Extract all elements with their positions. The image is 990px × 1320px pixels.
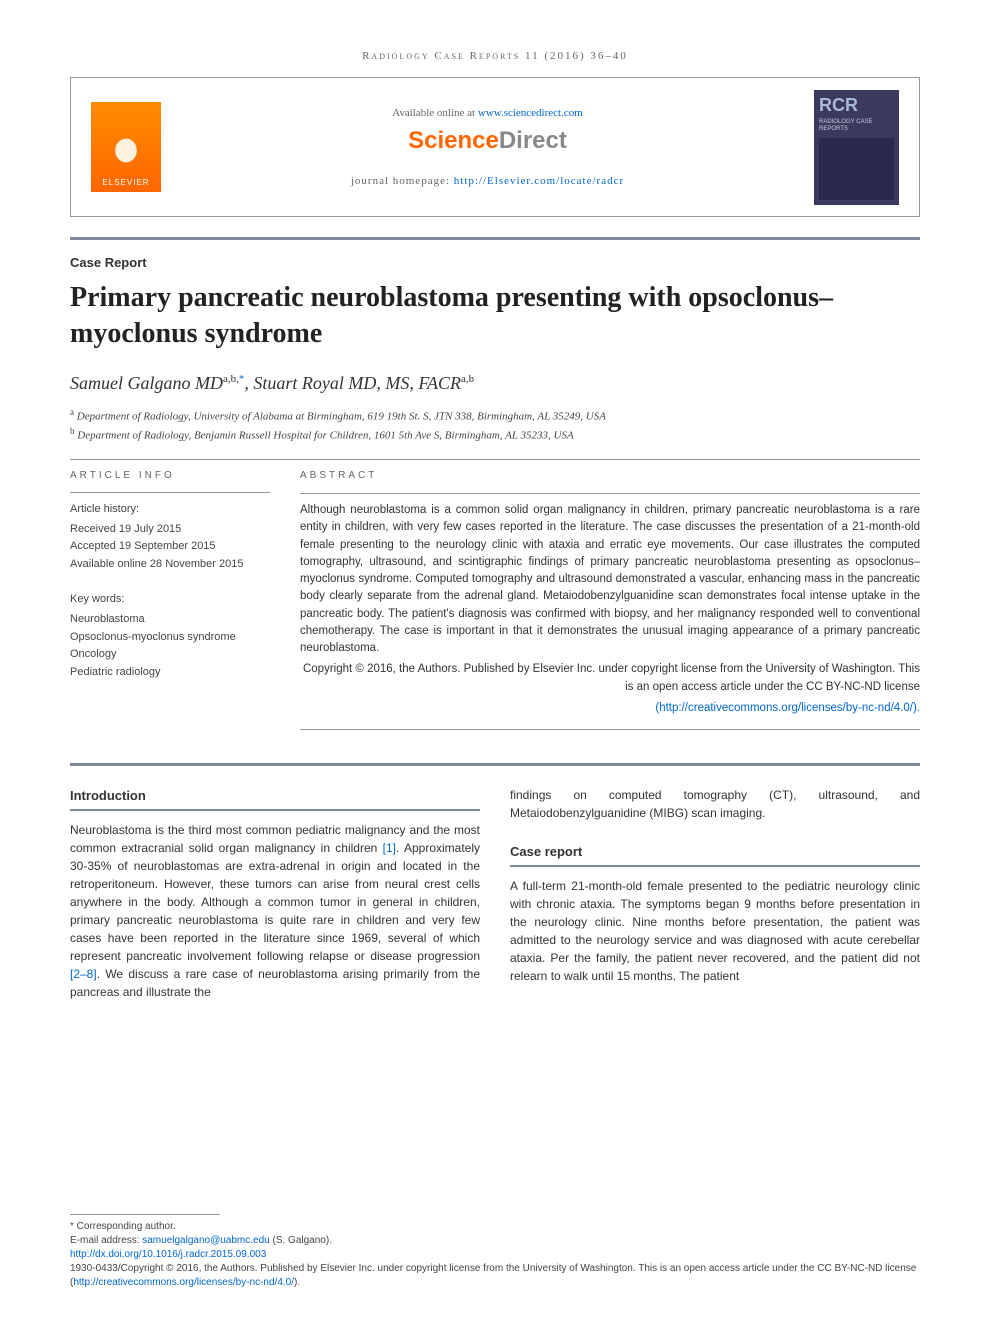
info-abstract-row: ARTICLE INFO Article history: Received 1… xyxy=(70,468,920,738)
case-report-paragraph: A full-term 21-month-old female presente… xyxy=(510,877,920,985)
keyword-2: Opsoclonus-myoclonus syndrome xyxy=(70,629,270,647)
journal-homepage: journal homepage: http://Elsevier.com/lo… xyxy=(161,175,814,187)
elsevier-text: ELSEVIER xyxy=(102,178,149,187)
info-rule xyxy=(70,492,270,493)
intro-rule xyxy=(70,809,480,811)
header-separator xyxy=(70,237,920,240)
elsevier-logo[interactable]: ELSEVIER xyxy=(91,102,161,192)
author-1-affil: a,b, xyxy=(223,373,239,385)
journal-reference: Radiology Case Reports 11 (2016) 36–40 xyxy=(70,50,920,62)
doi-link[interactable]: http://dx.doi.org/10.1016/j.radcr.2015.0… xyxy=(70,1249,266,1260)
case-rule xyxy=(510,865,920,867)
online-date: Available online 28 November 2015 xyxy=(70,556,270,574)
body-separator xyxy=(70,763,920,766)
abstract: ABSTRACT Although neuroblastoma is a com… xyxy=(300,468,920,738)
email-label: E-mail address: xyxy=(70,1235,142,1246)
affiliations: a Department of Radiology, University of… xyxy=(70,406,920,444)
body-columns: Introduction Neuroblastoma is the third … xyxy=(70,786,920,1001)
introduction-paragraph: Neuroblastoma is the third most common p… xyxy=(70,821,480,1001)
abstract-bottom-rule xyxy=(300,729,920,730)
article-title: Primary pancreatic neuroblastoma present… xyxy=(70,280,920,353)
sd-logo-part2: Direct xyxy=(499,127,567,154)
footer-rule xyxy=(70,1214,220,1215)
abstract-text: Although neuroblastoma is a common solid… xyxy=(300,502,920,657)
affiliation-b: Department of Radiology, Benjamin Russel… xyxy=(77,430,573,442)
keyword-4: Pediatric radiology xyxy=(70,664,270,682)
available-online-text: Available online at www.sciencedirect.co… xyxy=(161,107,814,119)
sciencedirect-url[interactable]: www.sciencedirect.com xyxy=(478,107,583,119)
column-left: Introduction Neuroblastoma is the third … xyxy=(70,786,480,1001)
reference-link-1[interactable]: [1] xyxy=(383,841,396,855)
intro-text-3: . We discuss a rare case of neuroblastom… xyxy=(70,967,480,999)
rcr-logo-text: RCR xyxy=(819,95,894,116)
abstract-rule xyxy=(300,493,920,494)
cover-image-placeholder xyxy=(819,138,894,200)
article-info: ARTICLE INFO Article history: Received 1… xyxy=(70,468,270,738)
author-2[interactable]: Stuart Royal MD, MS, FACR xyxy=(253,373,461,393)
column-right: findings on computed tomography (CT), ul… xyxy=(510,786,920,1001)
received-date: Received 19 July 2015 xyxy=(70,521,270,539)
intro-continuation: findings on computed tomography (CT), ul… xyxy=(510,786,920,822)
case-report-heading: Case report xyxy=(510,842,920,862)
email-link[interactable]: samuelgalgano@uabmc.edu xyxy=(142,1235,269,1246)
author-1[interactable]: Samuel Galgano MD xyxy=(70,373,223,393)
article-info-heading: ARTICLE INFO xyxy=(70,468,270,484)
homepage-label: journal homepage: xyxy=(351,175,454,187)
license-link[interactable]: (http://creativecommons.org/licenses/by-… xyxy=(655,702,920,714)
homepage-link[interactable]: http://Elsevier.com/locate/radcr xyxy=(454,175,624,187)
article-type: Case Report xyxy=(70,255,920,270)
keyword-1: Neuroblastoma xyxy=(70,611,270,629)
footer-license-link[interactable]: http://creativecommons.org/licenses/by-n… xyxy=(73,1277,294,1288)
info-top-rule xyxy=(70,459,920,460)
reference-link-2-8[interactable]: [2–8] xyxy=(70,967,97,981)
corresponding-author: * Corresponding author. xyxy=(70,1220,920,1234)
keywords-label: Key words: xyxy=(70,591,270,609)
affiliation-a: Department of Radiology, University of A… xyxy=(77,410,606,422)
header-box: ELSEVIER Available online at www.science… xyxy=(70,77,920,217)
email-suffix: (S. Galgano). xyxy=(270,1235,332,1246)
corresponding-star: * xyxy=(239,373,245,385)
introduction-heading: Introduction xyxy=(70,786,480,806)
footer: * Corresponding author. E-mail address: … xyxy=(70,1214,920,1290)
abstract-copyright: Copyright © 2016, the Authors. Published… xyxy=(300,661,920,696)
header-center: Available online at www.sciencedirect.co… xyxy=(161,107,814,187)
elsevier-tree-icon xyxy=(101,123,151,178)
sciencedirect-logo[interactable]: ScienceDirect xyxy=(161,127,814,155)
rcr-subtitle: RADIOLOGY CASE REPORTS xyxy=(819,119,894,133)
footer-close: ). xyxy=(294,1277,300,1288)
keyword-3: Oncology xyxy=(70,646,270,664)
sd-logo-part1: Science xyxy=(408,127,499,154)
available-label: Available online at xyxy=(392,107,478,119)
journal-cover[interactable]: RCR RADIOLOGY CASE REPORTS xyxy=(814,90,899,205)
intro-text-2: . Approximately 30-35% of neuroblastomas… xyxy=(70,841,480,963)
abstract-heading: ABSTRACT xyxy=(300,468,920,483)
accepted-date: Accepted 19 September 2015 xyxy=(70,538,270,556)
author-2-affil: a,b xyxy=(461,373,474,385)
authors: Samuel Galgano MDa,b,*, Stuart Royal MD,… xyxy=(70,373,920,394)
history-label: Article history: xyxy=(70,501,270,519)
